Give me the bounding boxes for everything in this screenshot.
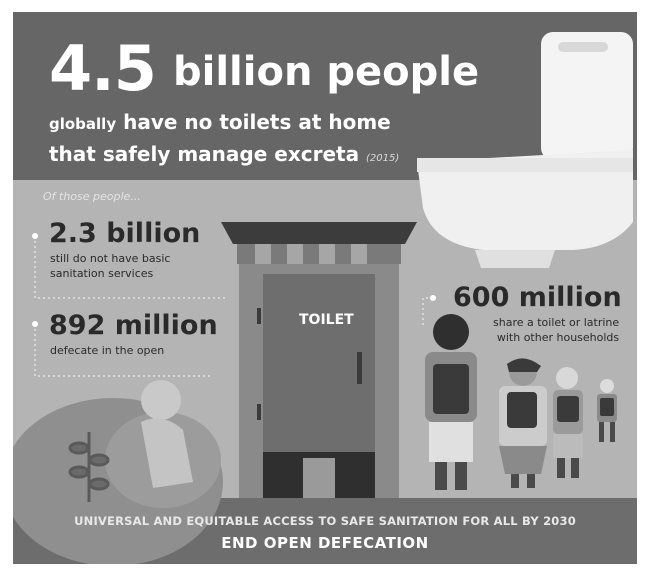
stat-value: 2.3 billion — [49, 218, 201, 249]
illustration-layer — [13, 32, 633, 564]
toilet-sign: TOILET — [299, 312, 354, 328]
intro-text: Of those people... — [43, 190, 141, 203]
bush-illustration — [13, 380, 223, 564]
stat-value: 600 million — [453, 282, 622, 313]
stat-desc-line: sanitation services — [50, 266, 154, 280]
headline-text: billion people — [173, 49, 480, 95]
stat-description: still do not have basic sanitation servic… — [50, 252, 170, 282]
headline-line3: that safely manage excreta (2015) — [49, 142, 399, 166]
stat-description: defecate in the open — [50, 344, 165, 357]
headline-number: 4.5 — [49, 32, 157, 105]
headline-year: (2015) — [366, 153, 400, 164]
infographic-frame: 4.5 billion people globally have no toil… — [13, 12, 637, 564]
plant-icon — [68, 432, 110, 502]
stat-desc-line: with other households — [496, 330, 620, 344]
stat-description: share a toilet or latrine with other hous… — [493, 316, 619, 346]
stat-desc-line: share a toilet or latrine — [493, 316, 620, 329]
headline-line3-text: that safely manage excreta — [49, 142, 360, 166]
headline-line2-rest: have no toilets at home — [123, 110, 391, 134]
headline-line2: globally have no toilets at home — [49, 110, 391, 134]
dotted-connectors — [34, 236, 433, 377]
stat-value: 892 million — [49, 310, 218, 341]
dot-marker — [32, 321, 38, 327]
outhouse-illustration — [221, 222, 417, 498]
dot-marker — [32, 233, 38, 239]
toilet-bowl-illustration — [417, 32, 633, 268]
footer-slogan: END OPEN DEFECATION — [221, 534, 429, 552]
queue-people-illustration — [425, 314, 617, 490]
stat-desc-line: still do not have basic — [50, 252, 171, 265]
footer-goal-text: UNIVERSAL AND EQUITABLE ACCESS TO SAFE S… — [74, 514, 576, 528]
headline-line2-small: globally — [49, 115, 117, 133]
dot-marker — [430, 295, 436, 301]
